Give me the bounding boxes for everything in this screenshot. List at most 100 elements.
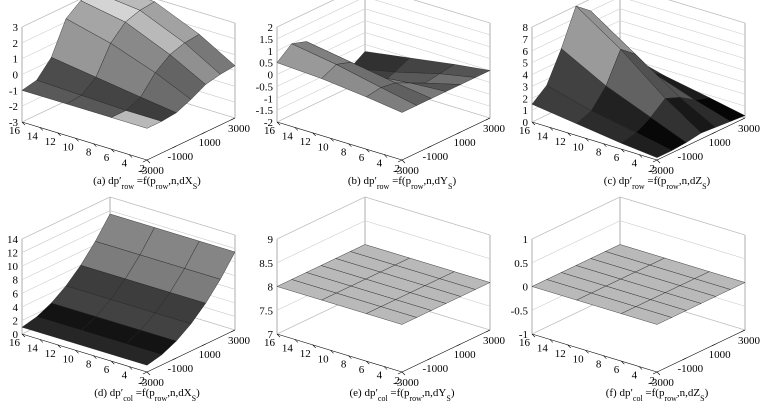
caption-part: =f(p: [134, 175, 156, 187]
caption-part: ): [196, 387, 200, 399]
caption-part: (e) dp′: [350, 387, 378, 399]
y-tick-label: 8: [86, 359, 92, 371]
z-tick-label: 0: [523, 282, 529, 294]
caption-part: row: [632, 182, 645, 191]
tick-mark: [401, 159, 406, 164]
tick-mark: [531, 333, 536, 338]
tick-mark: [682, 357, 687, 361]
caption-part: ,n,dY: [422, 387, 447, 399]
z-tick-label: 1: [523, 105, 529, 117]
box-edge: [276, 333, 403, 373]
grid-line: [619, 220, 746, 260]
y-tick-label: 8: [86, 147, 92, 159]
z-tick-label: -0.5: [511, 305, 529, 317]
tick-mark: [711, 343, 716, 347]
y-tick-label: 12: [300, 136, 311, 148]
y-tick-label: 4: [122, 158, 128, 170]
y-tick-label: 8: [341, 359, 347, 371]
tick-mark: [549, 127, 554, 131]
grid-line: [21, 196, 111, 240]
tick-mark: [682, 145, 687, 149]
surface-patch: [365, 306, 418, 325]
tick-mark: [128, 154, 133, 158]
grid-line: [619, 44, 746, 83]
tick-mark: [201, 131, 206, 135]
tick-mark: [39, 127, 44, 131]
z-tick-label: 7: [523, 34, 529, 46]
x-tick-label: 1000: [199, 349, 222, 361]
tick-mark: [330, 350, 334, 354]
tick-mark: [230, 329, 236, 333]
y-tick-label: 6: [104, 152, 110, 164]
caption-part: row: [664, 394, 677, 403]
grid-line: [619, 32, 746, 71]
x-tick-label: 1000: [709, 137, 732, 149]
x-tick-label: 1000: [454, 137, 477, 149]
y-tick-label: 8: [596, 359, 602, 371]
z-tick-label: 7: [268, 329, 274, 341]
tick-mark: [638, 366, 643, 370]
tick-mark: [57, 344, 61, 349]
tick-mark: [330, 138, 334, 142]
z-tick-label: 5: [523, 58, 529, 70]
tick-mark: [93, 143, 97, 147]
caption-part: S: [448, 182, 452, 191]
caption: (f) dp′col =f(prow,n,dZS): [606, 387, 709, 403]
caption-part: row: [666, 182, 679, 191]
tick-mark: [75, 138, 79, 142]
tick-mark: [652, 371, 658, 375]
caption-part: (d) dp′: [94, 387, 123, 399]
box-edge: [531, 333, 658, 373]
grid-line: [276, 0, 360, 40]
x-tick-label: 3000: [738, 335, 761, 347]
surface-plot: -2-1.5-1-0.500.511.52-3000-1000100030002…: [256, 0, 506, 191]
box-edge: [656, 329, 746, 373]
tick-mark: [39, 339, 44, 343]
z-tick-label: -2: [264, 117, 273, 129]
grid-line: [276, 196, 366, 240]
box-edge: [401, 117, 491, 161]
y-tick-label: 16: [264, 337, 276, 349]
tick-mark: [621, 148, 625, 153]
y-tick-label: 14: [537, 130, 549, 142]
y-tick-label: 10: [573, 141, 585, 153]
y-tick-label: 2: [140, 375, 146, 387]
z-tick-label: 4: [13, 302, 19, 314]
tick-mark: [93, 355, 97, 359]
caption-part: (b) dp′: [348, 175, 377, 187]
x-tick-label: -1000: [422, 151, 448, 163]
x-tick-label: -1000: [167, 363, 193, 375]
caption-part: S: [700, 394, 704, 403]
caption-part: col: [123, 394, 134, 403]
x-tick-label: 3000: [228, 123, 251, 135]
caption-part: row: [377, 182, 390, 191]
tick-mark: [656, 159, 661, 164]
grid-line: [364, 8, 491, 48]
caption: (e) dp′col =f(prow,n,dYS): [350, 387, 455, 403]
z-tick-label: 8: [13, 275, 19, 287]
box-edge: [146, 329, 236, 373]
z-tick-label: 7.5: [259, 305, 273, 317]
caption-part: ): [197, 175, 201, 187]
x-tick-label: -3000: [648, 377, 674, 389]
caption-part: =f(p: [645, 175, 667, 187]
caption: (d) dp′col =f(prow,n,dXS): [94, 387, 200, 403]
caption-part: (f) dp′: [606, 387, 633, 399]
tick-mark: [427, 145, 432, 149]
z-tick-label: 3: [13, 22, 19, 34]
tick-mark: [621, 360, 625, 365]
tick-mark: [75, 350, 79, 354]
surface-patch: [110, 110, 163, 129]
caption-part: ,n,dY: [424, 175, 449, 187]
caption-part: (c) dp′: [604, 175, 632, 187]
z-tick-label: 1: [523, 234, 529, 246]
x-tick-label: -3000: [393, 377, 419, 389]
tick-mark: [128, 366, 133, 370]
caption-part: =f(p: [643, 387, 665, 399]
x-tick-label: -3000: [138, 165, 164, 177]
tick-mark: [57, 132, 61, 137]
tick-mark: [201, 343, 206, 347]
y-tick-label: 6: [359, 364, 365, 376]
y-tick-label: 12: [555, 348, 566, 360]
